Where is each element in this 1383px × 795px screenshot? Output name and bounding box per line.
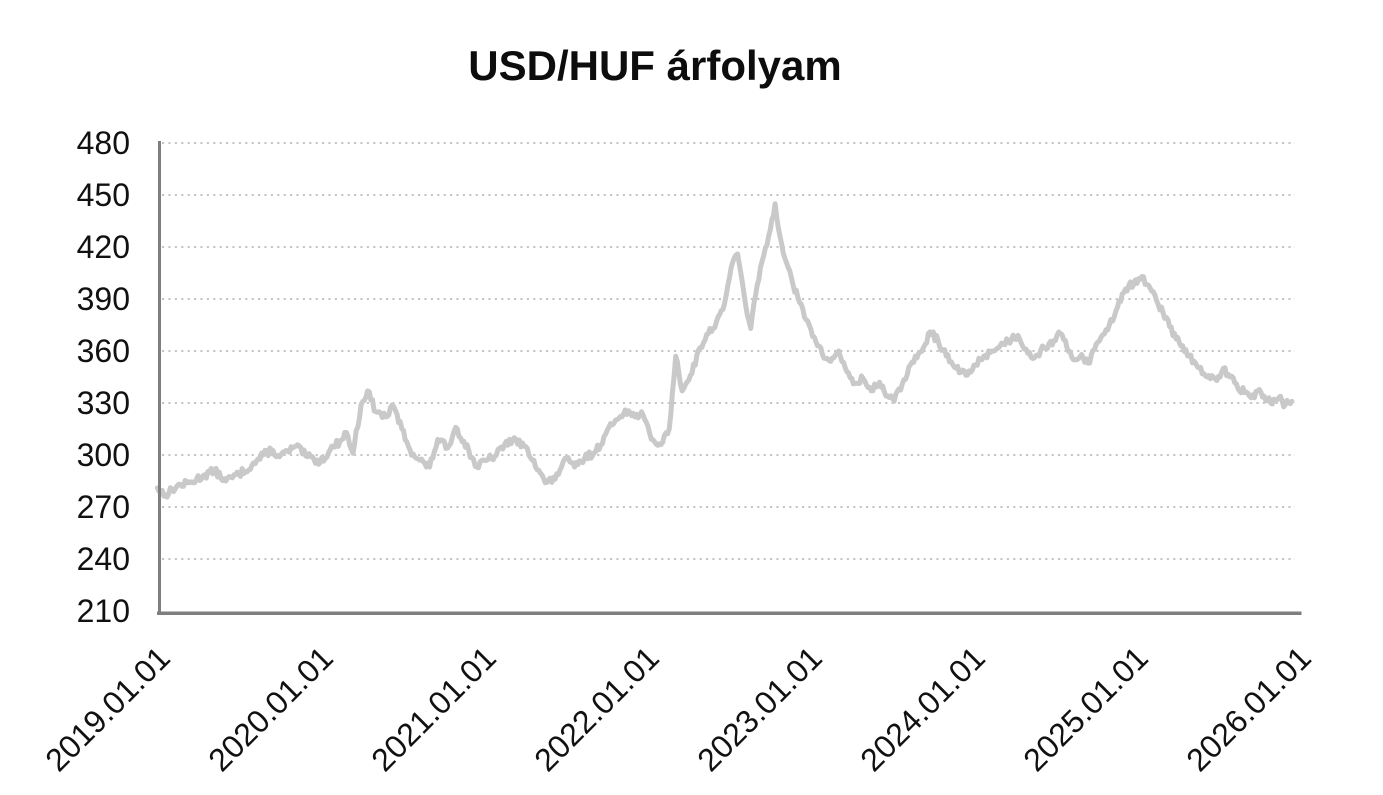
y-tick-label-480: 480: [77, 125, 130, 161]
chart-title: USD/HUF árfolyam: [468, 42, 841, 89]
chart-line-usdhuf: [154, 201, 1295, 500]
x-axis-labels: 2019.01.01 2020.01.01 2021.01.01 2022.01.01…: [38, 639, 1318, 778]
x-tick-label-2020.01.01: 2020.01.01: [201, 639, 340, 778]
y-tick-label-390: 390: [77, 281, 130, 317]
y-axis-labels: 480 450 420 390 360 330 300 270 240 210: [77, 125, 130, 629]
x-tick-label-2019.01.01: 2019.01.01: [38, 639, 177, 778]
y-tick-label-210: 210: [77, 593, 130, 629]
axes: [157, 141, 1302, 615]
x-tick-label-2021.01.01: 2021.01.01: [364, 639, 503, 778]
y-tick-label-450: 450: [77, 177, 130, 213]
x-tick-label-2025.01.01: 2025.01.01: [1016, 639, 1155, 778]
y-tick-label-270: 270: [77, 489, 130, 525]
y-tick-label-240: 240: [77, 541, 130, 577]
y-tick-label-300: 300: [77, 437, 130, 473]
x-tick-label-2024.01.01: 2024.01.01: [853, 639, 992, 778]
y-tick-label-360: 360: [77, 333, 130, 369]
y-tick-label-420: 420: [77, 229, 130, 265]
x-tick-label-2026.01.01: 2026.01.01: [1179, 639, 1318, 778]
x-tick-label-2023.01.01: 2023.01.01: [690, 639, 829, 778]
gridlines: [162, 142, 1295, 560]
x-tick-label-2022.01.01: 2022.01.01: [527, 639, 666, 778]
y-tick-label-330: 330: [77, 385, 130, 421]
